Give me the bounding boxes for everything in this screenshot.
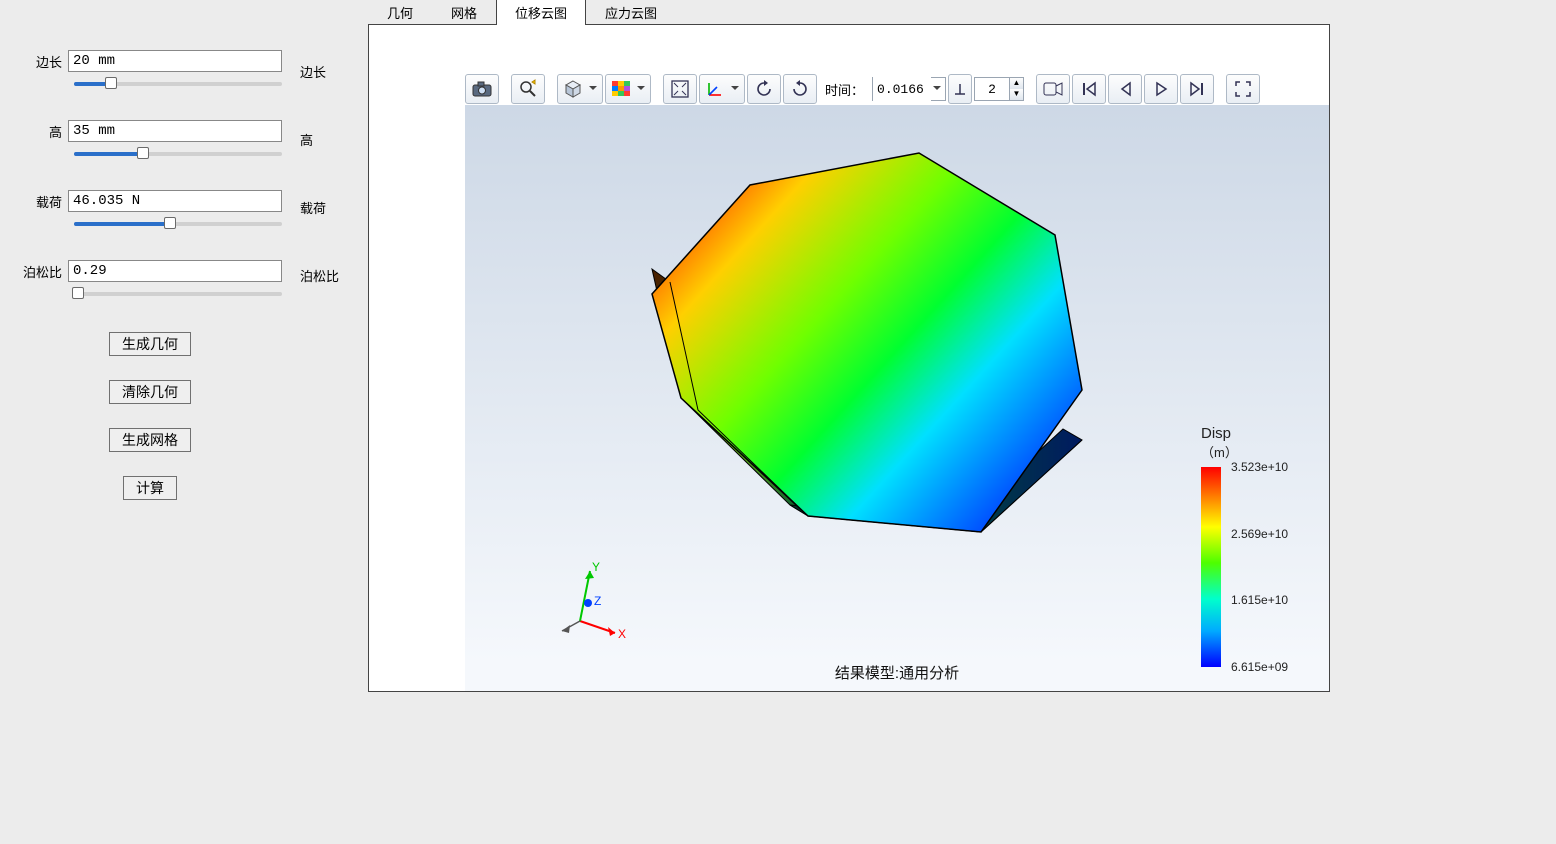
- height-slider-thumb[interactable]: [137, 147, 149, 159]
- axis-symbol-button[interactable]: [948, 74, 972, 104]
- rotate-cw-icon: [790, 79, 810, 99]
- load-slider[interactable]: [74, 216, 282, 232]
- tab-displacement[interactable]: 位移云图: [496, 0, 586, 25]
- camera-icon: [472, 81, 492, 97]
- frame-down-button[interactable]: ▼: [1009, 89, 1023, 100]
- fit-icon: [671, 80, 689, 98]
- compute-button[interactable]: 计算: [123, 476, 177, 500]
- cube-icon: [564, 80, 582, 98]
- height-input[interactable]: [68, 120, 282, 142]
- axis-orient-button[interactable]: [699, 74, 745, 104]
- poisson-slider-thumb[interactable]: [72, 287, 84, 299]
- param-poisson-row: 泊松比: [18, 260, 282, 282]
- axis-triad: X Y Z: [560, 561, 630, 641]
- edge-slider-thumb[interactable]: [105, 77, 117, 89]
- dropdown-arrow-icon: [933, 86, 941, 94]
- poisson-input[interactable]: [68, 260, 282, 282]
- legend-tick: 3.523e+10: [1231, 460, 1288, 474]
- legend-title: Disp: [1201, 425, 1311, 442]
- xyz-icon: [706, 80, 724, 98]
- edge-length-slider[interactable]: [74, 76, 282, 92]
- param-height-label: 高: [18, 122, 68, 141]
- param-load-label: 载荷: [18, 192, 68, 211]
- perp-icon: [953, 82, 967, 96]
- load-slider-fill: [74, 222, 170, 226]
- edge-length-input[interactable]: [68, 50, 282, 72]
- side-label-poisson: 泊松比: [300, 266, 368, 285]
- time-value-input[interactable]: [873, 77, 931, 101]
- tab-geometry[interactable]: 几何: [368, 0, 432, 25]
- skip-start-icon: [1081, 81, 1097, 97]
- magnifier-icon: [518, 79, 538, 99]
- frame-spinner[interactable]: ▲ ▼: [974, 77, 1024, 101]
- result-title: 结果模型:通用分析: [465, 662, 1329, 683]
- view-cube-button[interactable]: [557, 74, 603, 104]
- fullscreen-button[interactable]: [1226, 74, 1260, 104]
- colormap-button[interactable]: [605, 74, 651, 104]
- next-frame-button[interactable]: [1180, 74, 1214, 104]
- legend-tick: 1.615e+10: [1231, 593, 1288, 607]
- tab-stress[interactable]: 应力云图: [586, 0, 676, 25]
- result-canvas[interactable]: X Y Z Disp （m） 3.523e+10 2.569e+10: [465, 105, 1329, 691]
- generate-mesh-button[interactable]: 生成网格: [109, 428, 191, 452]
- param-edge-row: 边长: [18, 50, 282, 72]
- side-label-edge: 边长: [300, 62, 368, 81]
- tab-mesh[interactable]: 网格: [432, 0, 496, 25]
- dropdown-arrow-icon: [731, 86, 739, 94]
- tab-strip: 几何 网格 位移云图 应力云图: [368, 0, 1556, 24]
- generate-geometry-button[interactable]: 生成几何: [109, 332, 191, 356]
- rubik-icon: [612, 81, 630, 97]
- load-slider-thumb[interactable]: [164, 217, 176, 229]
- height-slider[interactable]: [74, 146, 282, 162]
- view-frame: 时间： ▲ ▼: [368, 24, 1330, 692]
- dropdown-arrow-icon: [637, 86, 645, 94]
- animation-record-button[interactable]: [1036, 74, 1070, 104]
- axis-y-label: Y: [592, 561, 600, 574]
- param-edge-label: 边长: [18, 52, 68, 71]
- expand-icon: [1235, 81, 1251, 97]
- legend-tick: 2.569e+10: [1231, 527, 1288, 541]
- side-label-load: 载荷: [300, 198, 368, 217]
- videocam-icon: [1043, 82, 1063, 96]
- height-slider-fill: [74, 152, 143, 156]
- rotate-ccw-icon: [754, 79, 774, 99]
- first-frame-button[interactable]: [1072, 74, 1106, 104]
- displacement-contour-model: [585, 115, 1125, 595]
- model-top-face: [652, 153, 1082, 532]
- legend-subtitle: （m）: [1201, 442, 1311, 461]
- dropdown-arrow-icon: [589, 86, 597, 94]
- time-label: 时间：: [825, 80, 864, 99]
- play-icon: [1154, 81, 1168, 97]
- viewer-toolbar: 时间： ▲ ▼: [465, 71, 1260, 107]
- zoom-button[interactable]: [511, 74, 545, 104]
- poisson-slider[interactable]: [74, 286, 282, 302]
- param-poisson-label: 泊松比: [18, 262, 68, 281]
- frame-up-button[interactable]: ▲: [1009, 78, 1023, 89]
- param-height-row: 高: [18, 120, 282, 142]
- step-back-icon: [1118, 81, 1132, 97]
- frame-value-input[interactable]: [975, 78, 1009, 100]
- main-area: 几何 网格 位移云图 应力云图: [368, 0, 1556, 844]
- side-label-height: 高: [300, 130, 368, 149]
- rotate-cw-button[interactable]: [783, 74, 817, 104]
- play-button[interactable]: [1144, 74, 1178, 104]
- legend-color-bar: [1201, 467, 1221, 667]
- axis-z-label: Z: [594, 594, 601, 608]
- rotate-ccw-button[interactable]: [747, 74, 781, 104]
- param-load-row: 载荷: [18, 190, 282, 212]
- prev-frame-button[interactable]: [1108, 74, 1142, 104]
- fit-view-button[interactable]: [663, 74, 697, 104]
- axis-x-label: X: [618, 627, 626, 641]
- legend-ticks: 3.523e+10 2.569e+10 1.615e+10 6.615e+09: [1231, 467, 1311, 667]
- load-input[interactable]: [68, 190, 282, 212]
- snapshot-button[interactable]: [465, 74, 499, 104]
- label-column: 边长 高 载荷 泊松比: [300, 0, 368, 844]
- clear-geometry-button[interactable]: 清除几何: [109, 380, 191, 404]
- skip-end-icon: [1189, 81, 1205, 97]
- time-dropdown[interactable]: [872, 77, 946, 101]
- color-legend: Disp （m） 3.523e+10 2.569e+10 1.615e+10 6…: [1201, 425, 1311, 667]
- parameter-panel: 边长 高 载荷 泊松比 生成几何 清除几何 生成网格 计算: [0, 0, 300, 844]
